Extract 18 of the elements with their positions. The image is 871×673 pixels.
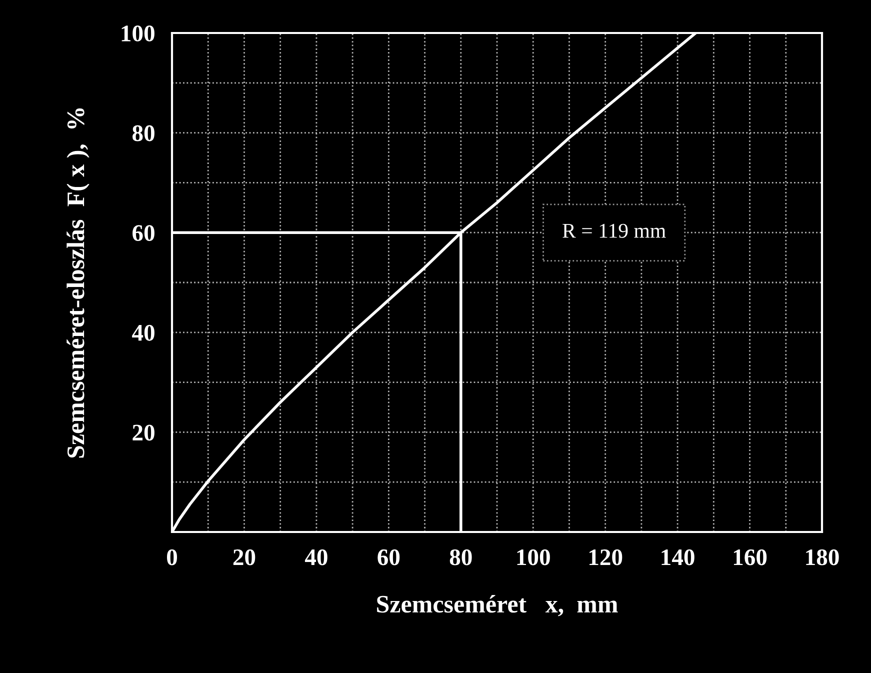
- y-tick-label: 100: [122, 25, 154, 42]
- x-tick-label: 80: [450, 549, 472, 566]
- x-tick-label: 100: [517, 549, 550, 566]
- y-tick-label: 80: [132, 125, 154, 142]
- x-tick-label: 20: [233, 549, 256, 566]
- x-tick-label: 60: [378, 549, 400, 566]
- y-tick-label: 40: [132, 324, 154, 341]
- x-axis-title: Szemcseméret x, mm: [377, 595, 618, 616]
- y-axis-title: Szemcseméret-eloszlás F( x ), %: [66, 108, 90, 458]
- x-tick-label: 180: [806, 549, 839, 566]
- x-tick-label: 140: [662, 549, 694, 566]
- y-tick-label: 60: [132, 225, 154, 242]
- annotation: R = 119 mm: [562, 224, 666, 238]
- x-tick-label: 0: [166, 549, 178, 566]
- x-tick-label: 40: [304, 549, 328, 566]
- y-tick-label: 20: [132, 424, 154, 441]
- x-tick-label: 160: [734, 549, 767, 566]
- x-tick-label: 120: [590, 549, 622, 566]
